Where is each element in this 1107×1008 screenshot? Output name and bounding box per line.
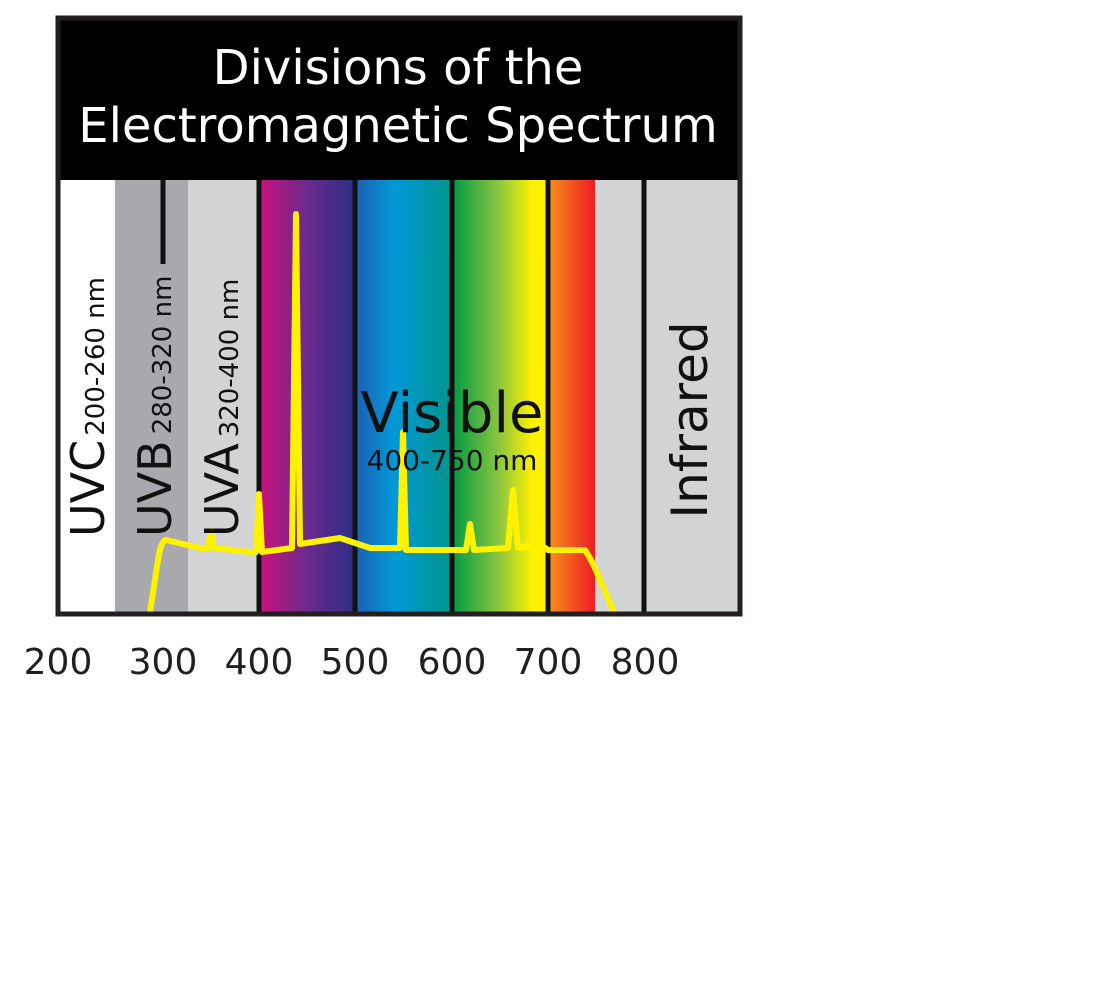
axis-label: 500: [321, 642, 390, 683]
band-label: UVA 320-400 nm: [195, 279, 249, 537]
visible-range: 400-750 nm: [367, 444, 538, 477]
axis-label: 400: [225, 642, 294, 683]
axis-label: 200: [24, 642, 93, 683]
band-label: UVB 280-320 nm: [128, 276, 182, 537]
title-line: Electromagnetic Spectrum: [78, 98, 717, 154]
infrared-label: Infrared: [661, 321, 719, 518]
red-band: [547, 180, 595, 613]
band-name: UVC: [61, 440, 115, 537]
visible-label: Visible: [361, 381, 544, 446]
uva-band: [188, 180, 260, 613]
spectrum-curve: [147, 211, 617, 614]
axis-label: 800: [611, 642, 680, 683]
uvc-band: [60, 180, 115, 613]
header: [58, 18, 740, 180]
band-range: 280-320 nm: [148, 276, 178, 435]
band-label: UVC 200-260 nm: [61, 277, 115, 537]
title-line: Divisions of the: [213, 40, 584, 96]
frame: [55, 15, 743, 617]
band-range: 320-400 nm: [215, 279, 245, 438]
infrared-band: [643, 180, 738, 613]
axis-label: 300: [129, 642, 198, 683]
near-ir-band: [595, 180, 643, 613]
band-range: 200-260 nm: [81, 277, 111, 436]
band-name: UVA: [195, 443, 249, 537]
axis-label: 600: [418, 642, 487, 683]
band-name: UVB: [128, 440, 182, 537]
axis-labels: 200 300 400 500 600 700 800: [24, 642, 680, 683]
axis-label: 700: [514, 642, 583, 683]
